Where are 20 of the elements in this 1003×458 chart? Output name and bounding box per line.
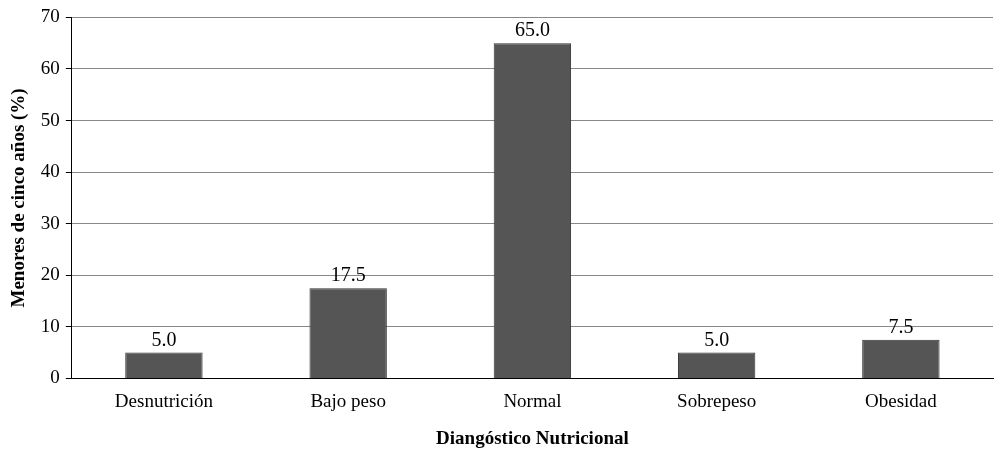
y-tick-label: 0: [50, 366, 60, 388]
x-tick-label: Sobrepeso: [677, 389, 757, 411]
y-tick-label: 40: [40, 160, 60, 182]
x-tick-label: Normal: [503, 389, 562, 411]
data-label: 7.5: [888, 314, 914, 337]
y-tick-label: 20: [40, 263, 60, 285]
x-axis-title: Diangóstico Nutricional: [436, 426, 629, 448]
y-tick-label: 60: [40, 56, 60, 78]
y-axis-title: Menores de cinco años (%): [7, 88, 30, 308]
x-tick-label: Obesidad: [865, 389, 938, 411]
x-tick-label: Desnutrición: [114, 389, 214, 411]
y-tick-label: 10: [40, 314, 60, 336]
data-label: 5.0: [704, 327, 730, 350]
x-tick-label: Bajo peso: [310, 389, 386, 411]
y-tick-label: 30: [40, 211, 60, 233]
data-label: 65.0: [514, 18, 550, 41]
y-tick-label: 50: [40, 108, 60, 130]
y-tick-label: 70: [40, 5, 60, 27]
data-label: 17.5: [330, 263, 366, 286]
data-label: 5.0: [151, 327, 177, 350]
